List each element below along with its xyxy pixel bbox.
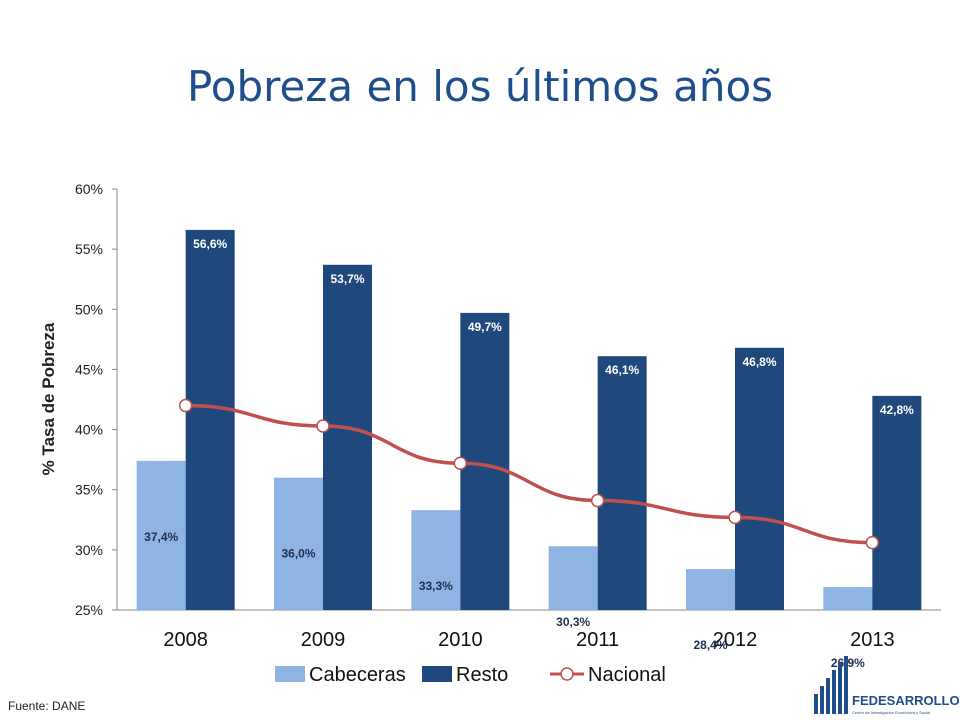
nacional-point (316, 419, 330, 433)
cabeceras-bar (136, 460, 186, 610)
resto-data-label: 46,8% (742, 355, 776, 369)
nacional-line (185, 403, 873, 545)
y-tick-label: 50% (75, 301, 103, 317)
legend-marker-nacional (560, 667, 574, 681)
cabeceras-data-label: 28,4% (693, 638, 727, 652)
x-tick-label: 2010 (438, 629, 483, 651)
legend-label-cabeceras: Cabeceras (309, 664, 406, 686)
cabeceras-bar (274, 477, 323, 610)
resto-data-label: 42,8% (880, 403, 914, 417)
logo-subtitle: Centro de Investigación Económica y Soci… (852, 710, 931, 715)
page-title: Pobreza en los últimos años (186, 62, 774, 111)
y-tick-label: 45% (75, 361, 103, 377)
logo-name: FEDESARROLLO (852, 693, 960, 708)
nacional-point (453, 456, 468, 471)
legend-label-resto: Resto (456, 664, 508, 686)
y-axis-label: % Tasa de Pobreza (39, 322, 58, 475)
cabeceras-bar (686, 569, 735, 610)
nacional-point (728, 510, 742, 525)
resto-data-label: 56,6% (193, 237, 227, 251)
fedesarrollo-logo (814, 656, 848, 714)
y-tick-label: 25% (75, 602, 103, 618)
cabeceras-bar (411, 510, 461, 610)
legend-swatch-resto (422, 666, 452, 682)
resto-data-label: 46,1% (605, 363, 639, 377)
resto-bar (735, 347, 784, 610)
x-tick-label: 2013 (850, 629, 895, 651)
cabeceras-data-label: 33,3% (419, 579, 453, 593)
y-tick-label: 30% (75, 542, 103, 558)
resto-bar (185, 229, 235, 610)
nacional-point (865, 535, 880, 550)
cabeceras-data-label: 36,0% (281, 547, 315, 561)
cabeceras-bar (823, 587, 873, 610)
cabeceras-data-label: 30,3% (556, 615, 590, 629)
y-tick-label: 55% (75, 241, 103, 257)
resto-bar (597, 356, 647, 610)
x-tick-label: 2011 (576, 629, 619, 651)
y-tick-label: 40% (75, 422, 103, 438)
cabeceras-data-label: 37,4% (144, 530, 178, 544)
poverty-chart: % Tasa de Pobreza 25% 30% 35% 40% 45% 50% 55% 6… (39, 181, 941, 686)
nacional-point (590, 493, 605, 508)
source-note: Fuente: DANE (8, 699, 86, 713)
resto-bar (872, 395, 922, 610)
resto-data-label: 53,7% (330, 272, 364, 286)
y-tick-label: 35% (75, 482, 103, 498)
y-tick-label: 60% (75, 181, 103, 197)
resto-bar (323, 264, 372, 610)
resto-bar (460, 312, 510, 610)
nacional-point (178, 398, 193, 413)
legend-label-nacional: Nacional (588, 664, 666, 686)
legend-swatch-cabeceras (275, 666, 305, 682)
x-tick-label: 2012 (713, 629, 758, 651)
cabeceras-bar (548, 546, 598, 610)
x-tick-label: 2009 (301, 629, 346, 651)
x-tick-label: 2008 (163, 629, 208, 651)
resto-data-label: 49,7% (468, 320, 502, 334)
